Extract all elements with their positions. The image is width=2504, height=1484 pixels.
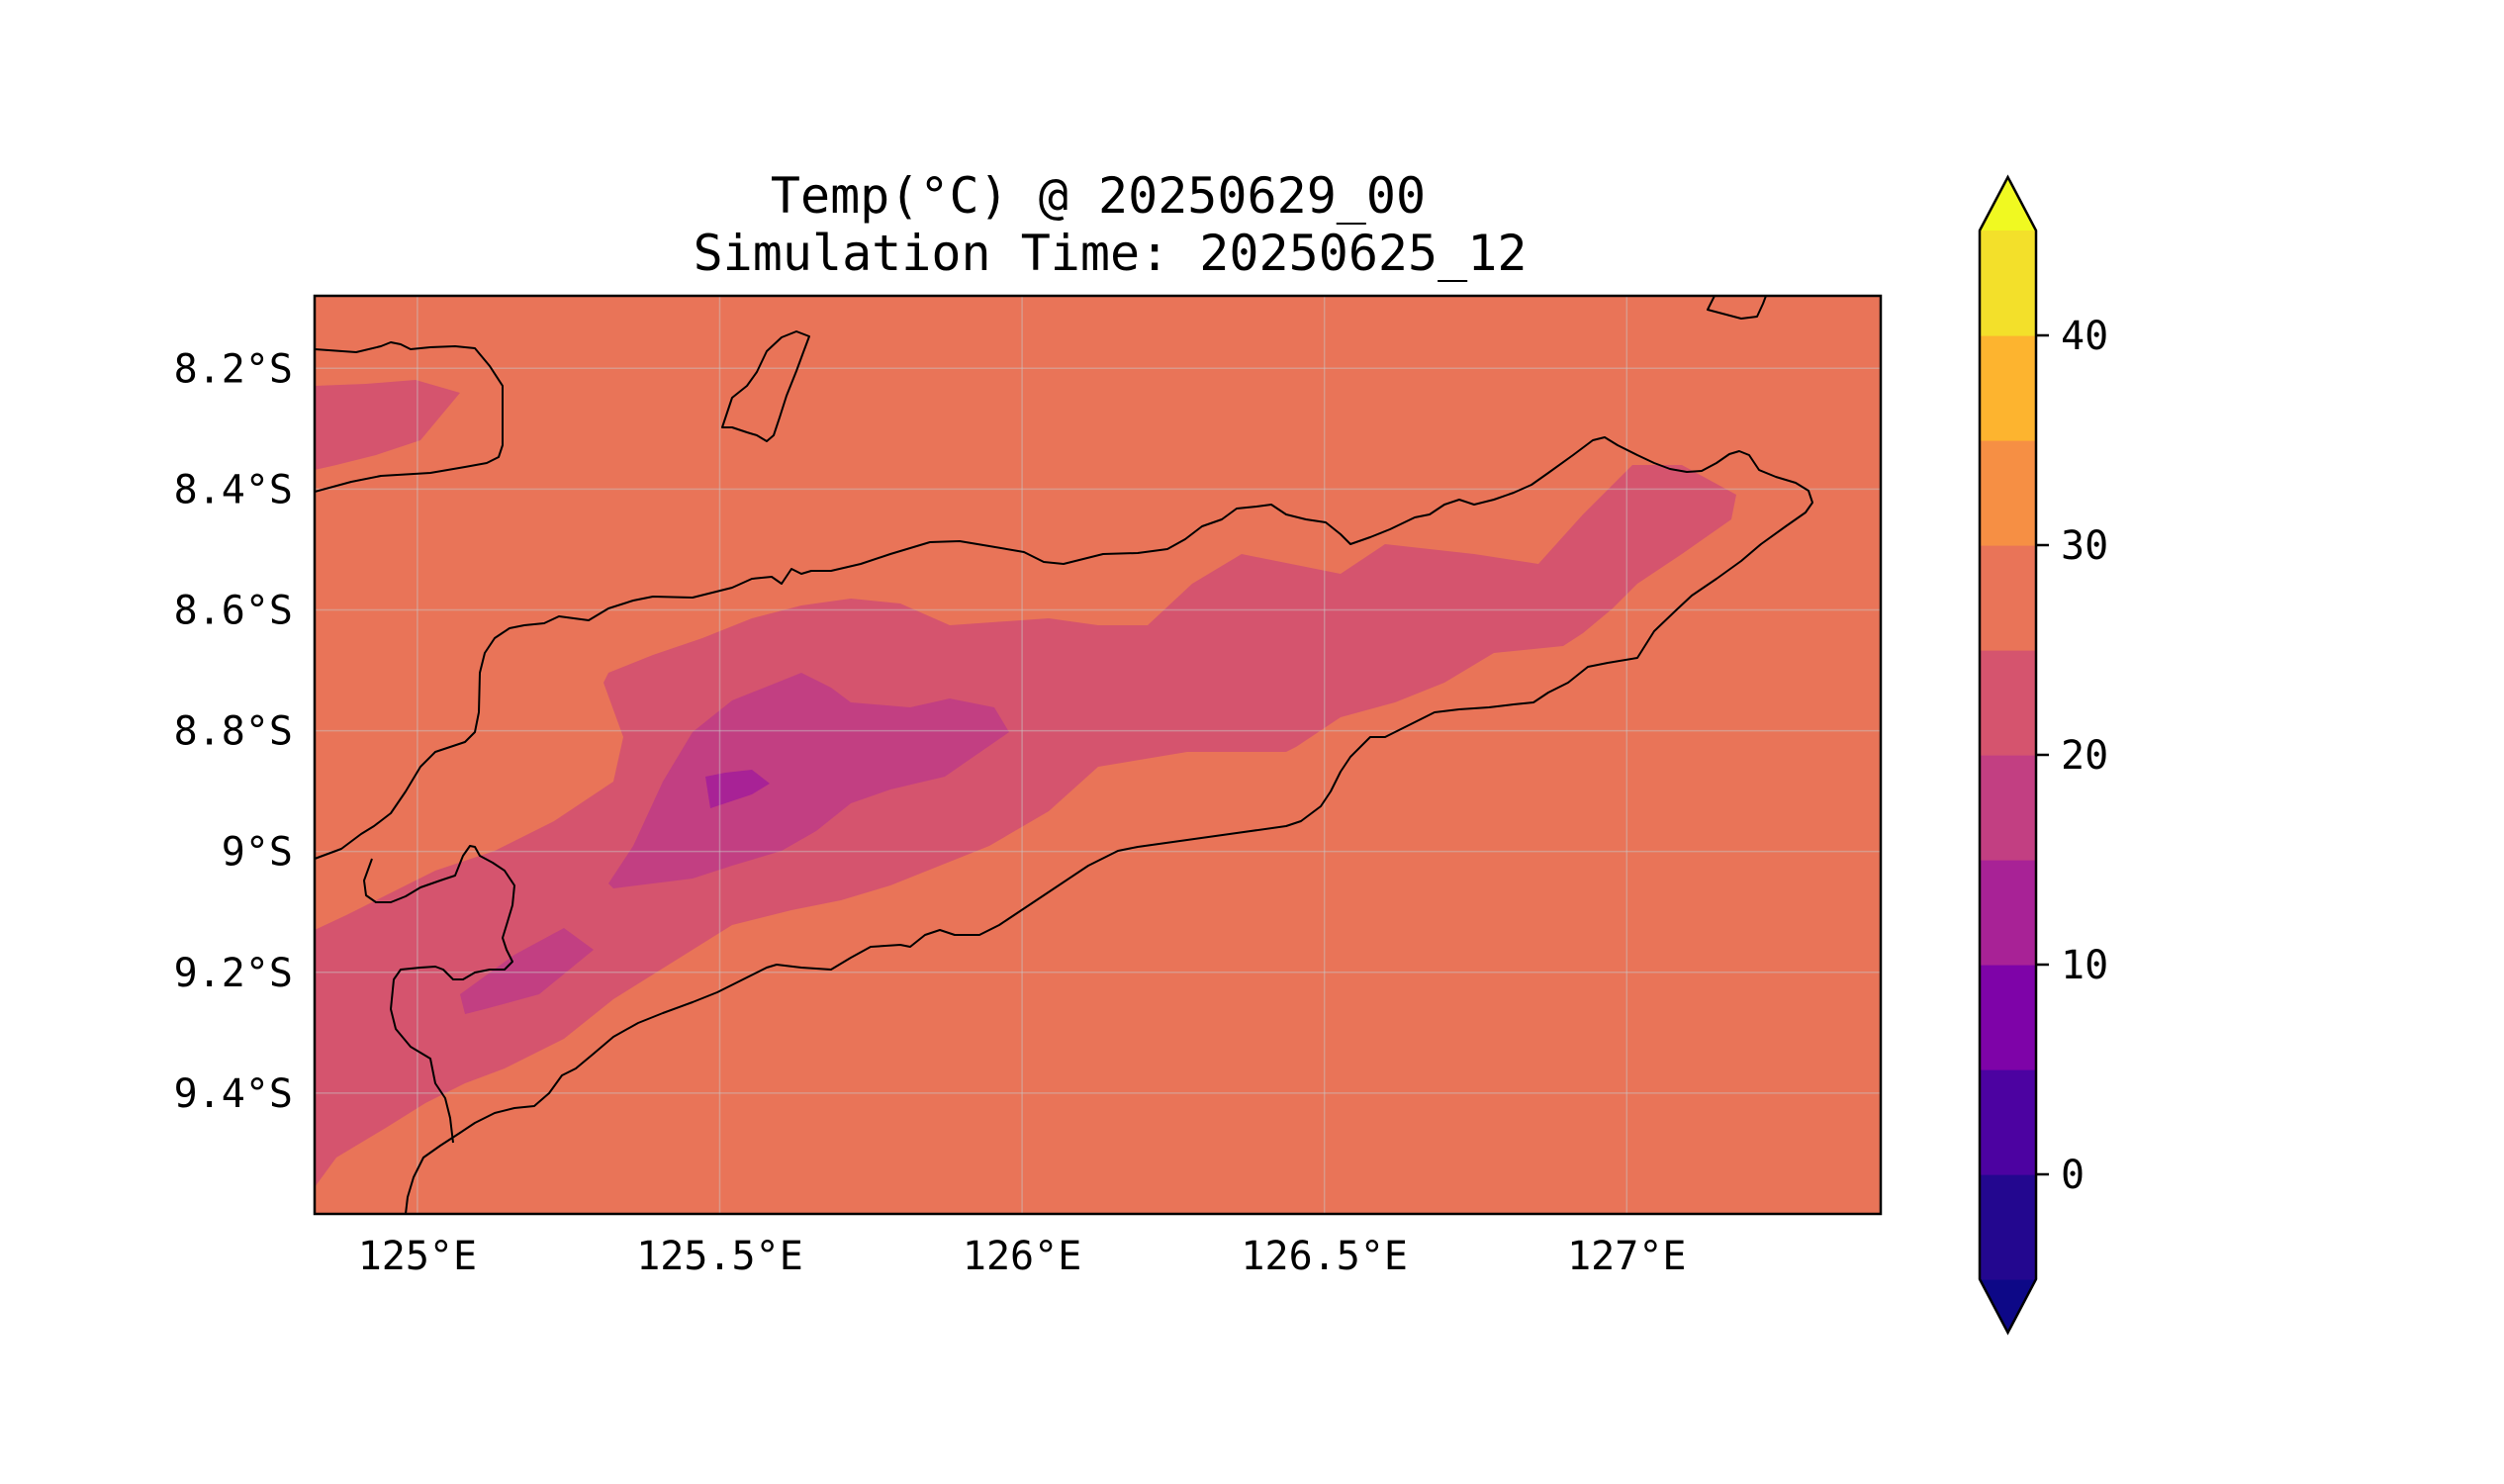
colorbar-segment: [1980, 965, 2036, 1070]
colorbar: 0 10 20 30 40: [1978, 174, 2108, 1336]
title-line-2: Simulation Time: 20250625_12: [694, 225, 1528, 282]
colorbar-segment: [1980, 1069, 2036, 1175]
colorbar-extend-under: [1980, 1279, 2036, 1333]
y-tick-label: 9.2°S: [174, 951, 293, 996]
colorbar-tick-label: 40: [2061, 314, 2108, 359]
colorbar-tick-label: 30: [2061, 523, 2108, 569]
coastlines: [315, 296, 1813, 1214]
x-tick-label: 127°E: [1567, 1234, 1686, 1279]
temperature-level-20-25-northwest: [315, 380, 460, 470]
x-tick-label: 125.5°E: [636, 1234, 803, 1279]
temperature-level-15-20-southwest: [460, 928, 594, 1014]
y-tick-label: 9°S: [222, 830, 293, 876]
y-tick-label: 8.8°S: [174, 709, 293, 755]
colorbar-segment: [1980, 650, 2036, 756]
x-tick-label: 126.5°E: [1241, 1234, 1408, 1279]
longitude-axis: 125°E 125.5°E 126°E 126.5°E 127°E: [358, 1234, 1687, 1279]
y-tick-label: 8.6°S: [174, 588, 293, 633]
colorbar-extend-over: [1980, 177, 2036, 231]
map-frame: [313, 294, 1883, 1216]
colorbar-tick-label: 20: [2061, 733, 2108, 779]
y-tick-label: 8.4°S: [174, 467, 293, 512]
temperature-level-15-20: [608, 673, 1009, 888]
y-tick-label: 8.2°S: [174, 346, 293, 392]
y-tick-label: 9.4°S: [174, 1071, 293, 1117]
colorbar-segment: [1980, 755, 2036, 861]
temperature-level-20-25: [315, 465, 1736, 1187]
latitude-axis: 8.2°S 8.4°S 8.6°S 8.8°S 9°S 9.2°S 9.4°S: [174, 346, 293, 1117]
colorbar-segment: [1980, 335, 2036, 441]
x-tick-label: 126°E: [963, 1234, 1081, 1279]
colorbar-segment: [1980, 440, 2036, 546]
colorbar-segment: [1980, 860, 2036, 966]
colorbar-outline: [1978, 174, 2038, 1336]
colorbar-tick-label: 0: [2061, 1153, 2085, 1198]
x-tick-label: 125°E: [358, 1234, 477, 1279]
colorbar-segment: [1980, 231, 2036, 336]
map-area: [315, 296, 1881, 1214]
colorbar-segment: [1980, 1174, 2036, 1280]
colorbar-segment: [1980, 545, 2036, 651]
colorbar-tick-label: 10: [2061, 943, 2108, 988]
temperature-level-10-15: [705, 770, 770, 808]
title-line-1: Temp(°C) @ 20250629_00: [771, 167, 1426, 225]
